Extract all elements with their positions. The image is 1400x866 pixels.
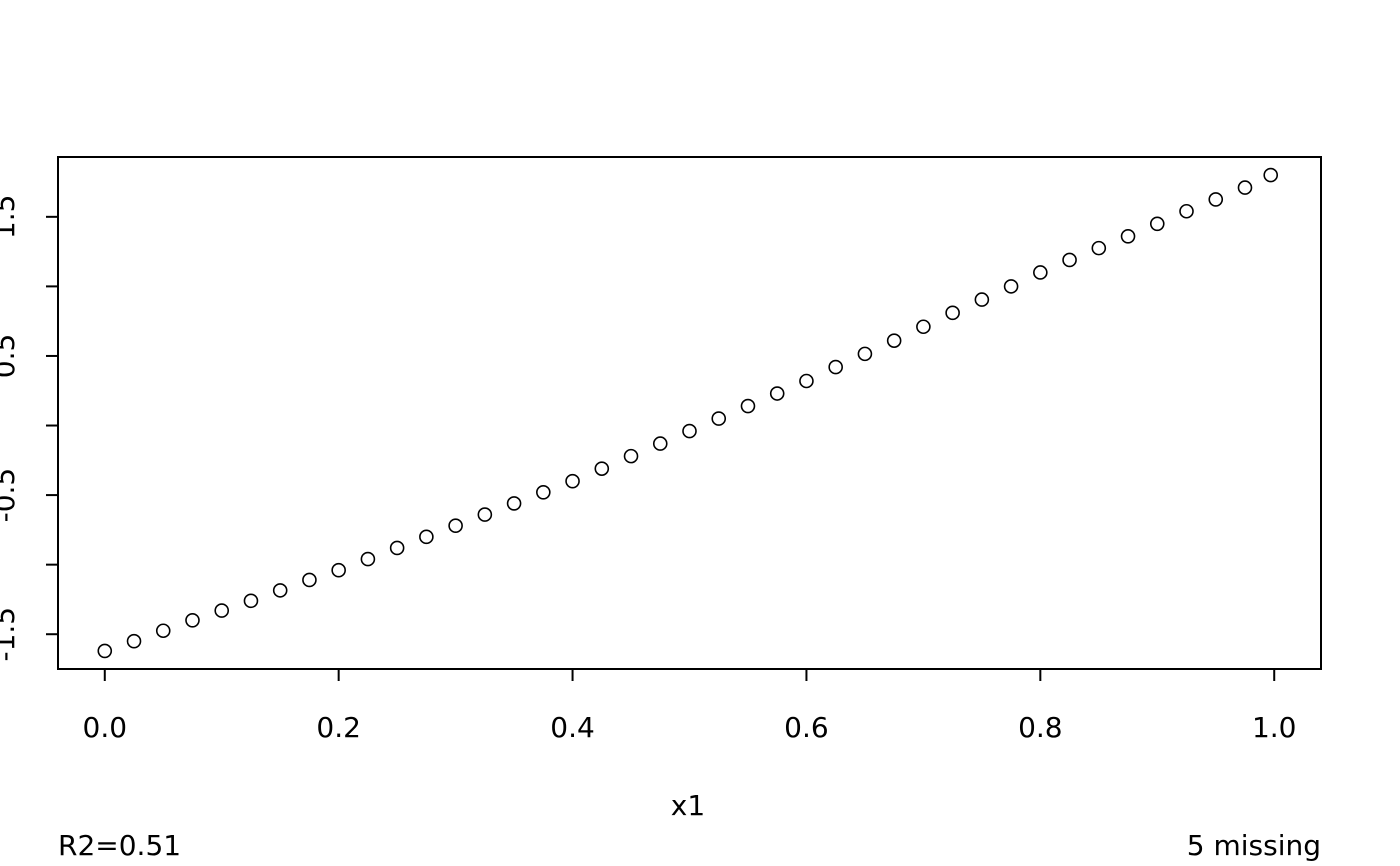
point <box>419 529 434 545</box>
point <box>302 572 317 588</box>
point <box>886 333 902 348</box>
point <box>1120 229 1136 244</box>
point <box>711 411 727 426</box>
point <box>974 292 990 307</box>
point <box>477 507 493 522</box>
x-tick-label: 0.2 <box>316 711 361 744</box>
x-tick-label: 0.0 <box>83 711 128 744</box>
point <box>799 373 814 389</box>
point <box>1062 252 1077 268</box>
y-tick-label: -0.5 <box>0 468 21 523</box>
point <box>916 319 931 335</box>
point <box>155 623 171 639</box>
point <box>857 346 873 362</box>
point <box>185 613 200 628</box>
x-tick-label: 0.6 <box>784 711 829 744</box>
x-axis-label: x1 <box>671 789 705 822</box>
point <box>828 359 843 375</box>
point <box>389 540 405 556</box>
x-tick-label: 0.4 <box>550 711 595 744</box>
point <box>448 518 463 533</box>
point <box>1263 167 1279 183</box>
point <box>682 423 697 439</box>
point <box>652 436 668 451</box>
point <box>1091 240 1107 256</box>
point <box>1237 180 1253 195</box>
x-tick-label: 1.0 <box>1252 711 1297 744</box>
point <box>1208 192 1224 207</box>
point <box>594 461 610 476</box>
point <box>360 551 376 567</box>
y-tick-label: 1.5 <box>0 195 21 240</box>
y-tick-label: -1.5 <box>0 607 21 662</box>
point <box>740 398 756 414</box>
point <box>331 562 346 578</box>
point <box>536 485 551 500</box>
point <box>769 386 785 401</box>
plot-frame <box>57 156 1322 670</box>
annotation: 5 missing <box>1187 829 1321 862</box>
point <box>1033 265 1048 280</box>
point <box>272 583 288 598</box>
point <box>97 643 113 659</box>
point <box>945 305 960 321</box>
y-tick-label: 0.5 <box>0 334 21 379</box>
point <box>565 473 580 489</box>
x-tick-label: 0.8 <box>1018 711 1063 744</box>
point <box>506 496 522 511</box>
point <box>214 603 230 618</box>
point <box>243 593 259 609</box>
point <box>1149 216 1165 232</box>
annotation: R2=0.51 <box>58 829 181 862</box>
point <box>1003 279 1019 294</box>
point <box>623 448 639 464</box>
point <box>1179 203 1194 219</box>
point <box>126 633 142 649</box>
